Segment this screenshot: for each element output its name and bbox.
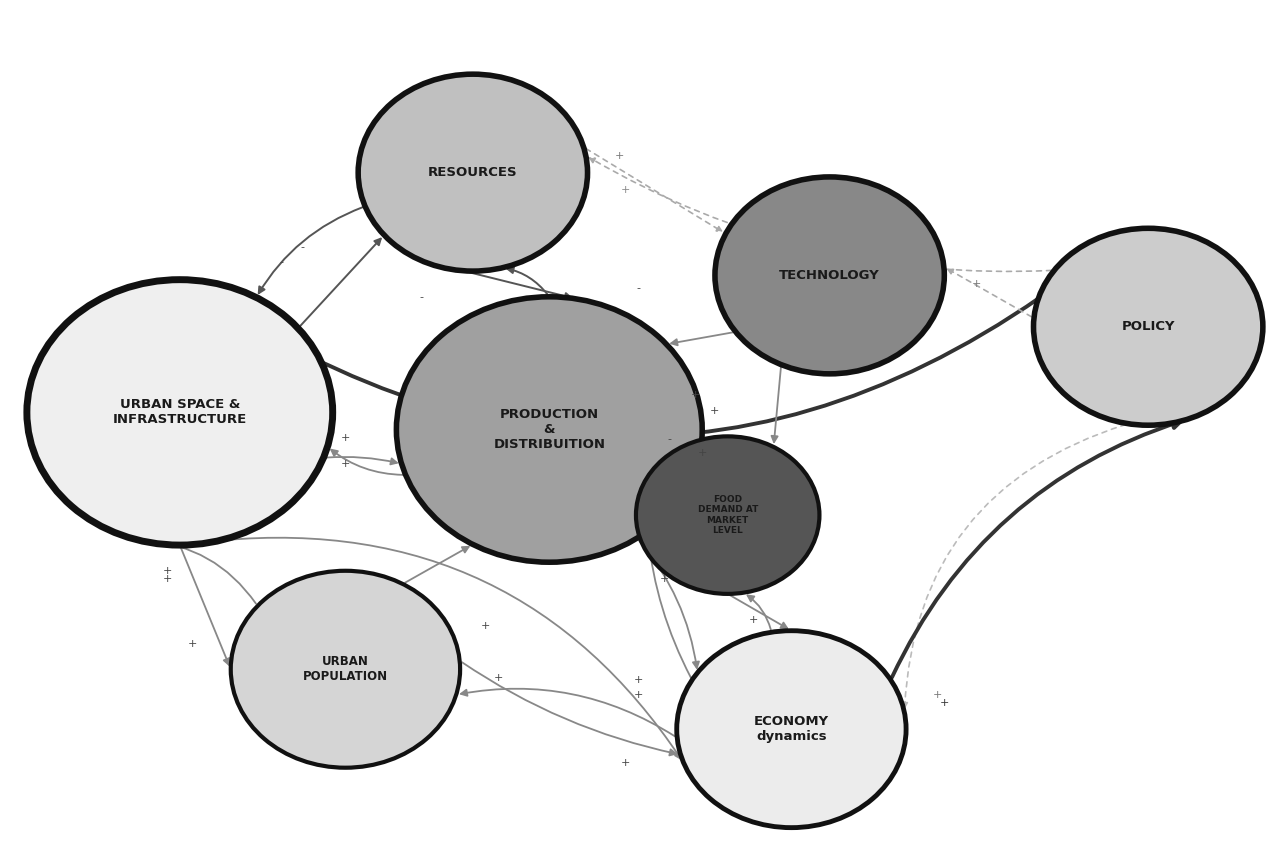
Text: +: + bbox=[494, 673, 503, 683]
Text: FOOD
DEMAND AT
MARKET
LEVEL: FOOD DEMAND AT MARKET LEVEL bbox=[697, 495, 757, 535]
Text: +: + bbox=[633, 690, 644, 700]
Text: URBAN
POPULATION: URBAN POPULATION bbox=[303, 655, 388, 683]
Ellipse shape bbox=[677, 631, 907, 827]
Ellipse shape bbox=[636, 436, 820, 594]
Ellipse shape bbox=[715, 177, 944, 374]
Text: -: - bbox=[636, 283, 641, 293]
Text: URBAN SPACE &
INFRASTRUCTURE: URBAN SPACE & INFRASTRUCTURE bbox=[112, 399, 246, 426]
Text: PRODUCTION
&
DISTRIBUITION: PRODUCTION & DISTRIBUITION bbox=[493, 408, 605, 451]
Text: +: + bbox=[614, 150, 624, 161]
Text: +: + bbox=[691, 390, 701, 400]
Text: TECHNOLOGY: TECHNOLOGY bbox=[779, 269, 880, 282]
Text: +: + bbox=[633, 675, 644, 685]
Text: -: - bbox=[301, 242, 305, 253]
Text: +: + bbox=[481, 621, 490, 631]
Text: ECONOMY
dynamics: ECONOMY dynamics bbox=[753, 716, 829, 743]
Text: +: + bbox=[933, 690, 942, 700]
Text: +: + bbox=[621, 185, 631, 195]
Text: RESOURCES: RESOURCES bbox=[428, 166, 517, 180]
Text: +: + bbox=[341, 459, 350, 469]
Ellipse shape bbox=[231, 570, 460, 768]
Text: +: + bbox=[188, 638, 197, 649]
Text: -: - bbox=[667, 434, 670, 444]
Ellipse shape bbox=[358, 74, 587, 271]
Text: +: + bbox=[972, 279, 981, 289]
Text: +: + bbox=[697, 448, 707, 458]
Text: +: + bbox=[162, 566, 171, 576]
Ellipse shape bbox=[396, 297, 702, 562]
Text: +: + bbox=[162, 575, 171, 584]
Text: -: - bbox=[420, 292, 424, 302]
Text: -: - bbox=[280, 258, 283, 267]
Text: +: + bbox=[710, 405, 720, 416]
Text: +: + bbox=[341, 433, 350, 443]
Ellipse shape bbox=[27, 280, 333, 545]
Text: +: + bbox=[940, 698, 949, 709]
Text: +: + bbox=[659, 575, 669, 584]
Text: POLICY: POLICY bbox=[1121, 320, 1175, 333]
Ellipse shape bbox=[1033, 228, 1263, 425]
Text: +: + bbox=[748, 614, 757, 624]
Text: +: + bbox=[621, 758, 631, 769]
